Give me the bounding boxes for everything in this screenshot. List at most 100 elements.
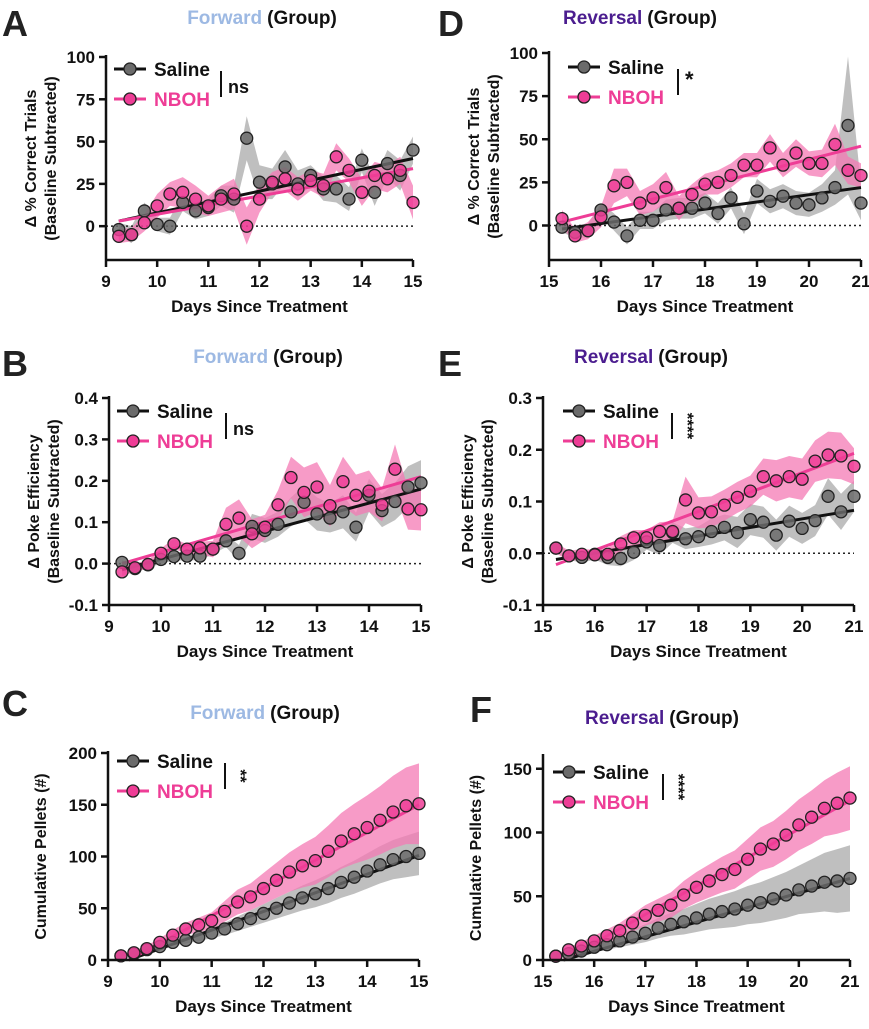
x-tick-label: 14 — [358, 972, 377, 991]
nboh-data-point — [406, 195, 420, 210]
panel-title: Forward (Group) — [190, 703, 340, 724]
nboh-data-point — [217, 904, 232, 919]
y-tick-label: 150 — [504, 760, 532, 779]
saline-data-point — [776, 189, 790, 203]
y-tick-label: 75 — [76, 90, 95, 109]
nboh-data-point — [206, 542, 220, 556]
title-condition: Forward — [190, 703, 265, 724]
x-tick-label: 21 — [841, 972, 860, 991]
nboh-data-point — [665, 524, 680, 539]
x-tick-label: 11 — [199, 272, 217, 291]
nboh-data-point — [779, 828, 793, 842]
title-condition: Reversal — [563, 8, 642, 29]
saline-data-point — [828, 180, 842, 195]
x-tick-label: 9 — [104, 617, 113, 636]
nboh-data-point — [702, 874, 716, 888]
nboh-data-point — [258, 520, 272, 534]
saline-data-point — [373, 858, 387, 872]
nboh-data-point — [711, 175, 725, 190]
saline-data-point — [854, 196, 868, 210]
nboh-data-point — [821, 448, 835, 462]
nboh-legend-marker — [126, 434, 140, 448]
nboh-data-point — [256, 881, 271, 896]
nboh-data-point — [843, 791, 857, 805]
significance-label: **** — [669, 774, 688, 801]
nboh-data-point — [763, 141, 777, 155]
x-tick-label: 11 — [203, 972, 221, 991]
nboh-data-point — [613, 924, 627, 938]
saline-data-point — [766, 892, 780, 906]
x-tick-label: 20 — [789, 972, 808, 991]
nboh-data-point — [375, 498, 389, 512]
y-tick-label: 0.2 — [74, 472, 98, 491]
nboh-data-point — [219, 517, 233, 531]
x-axis-label: Days Since Treatment — [608, 997, 785, 1016]
nboh-data-point — [308, 853, 322, 868]
saline-data-point — [821, 489, 835, 503]
y-tick-label: 0.0 — [74, 555, 98, 574]
saline-data-point — [295, 891, 310, 905]
panel-letter: D — [438, 3, 464, 44]
nboh-data-point — [638, 908, 652, 923]
saline-data-point — [685, 201, 699, 215]
saline-data-point — [192, 930, 206, 944]
saline-data-point — [847, 489, 861, 503]
saline-data-point — [711, 206, 725, 221]
nboh-data-point — [802, 156, 816, 171]
nboh-data-point — [792, 818, 806, 832]
nboh-data-point — [614, 537, 628, 551]
y-axis-label: Δ Poke Efficiency — [26, 434, 43, 568]
saline-fit-line — [118, 157, 414, 223]
x-tick-label: 17 — [636, 972, 655, 991]
title-group: (Group) — [267, 8, 337, 29]
x-tick-label: 12 — [250, 272, 269, 291]
title-group: (Group) — [669, 708, 739, 729]
saline-data-point — [342, 192, 356, 206]
nboh-data-point — [834, 449, 848, 463]
nboh-data-point — [594, 210, 608, 224]
nboh-data-point — [728, 862, 742, 877]
saline-data-point — [652, 538, 667, 553]
y-tick-label: 100 — [510, 44, 538, 63]
nboh-data-point — [282, 865, 297, 879]
nboh-data-point — [373, 813, 387, 827]
nboh-data-point — [115, 565, 129, 579]
x-axis-label: Days Since Treatment — [171, 297, 348, 316]
saline-data-point — [841, 118, 855, 133]
nboh-data-point — [841, 163, 855, 177]
x-tick-label: 20 — [800, 272, 819, 291]
saline-data-point — [804, 879, 819, 893]
x-tick-label: 21 — [852, 272, 869, 291]
nboh-legend-marker — [123, 92, 137, 106]
nboh-data-point — [808, 454, 822, 468]
saline-data-point — [620, 229, 634, 243]
x-axis-label: Days Since Treatment — [177, 642, 354, 661]
saline-data-point — [789, 196, 803, 210]
nboh-data-point — [153, 935, 167, 950]
saline-data-point — [724, 191, 738, 205]
saline-data-point — [355, 153, 369, 167]
nboh-data-point — [743, 484, 757, 498]
saline-data-point — [188, 204, 203, 218]
nboh-data-point — [750, 158, 764, 172]
nboh-data-point — [150, 199, 164, 213]
saline-data-point — [321, 881, 335, 896]
saline-data-point — [219, 534, 233, 548]
saline-legend-marker — [123, 62, 137, 76]
nboh-legend-label: NBOH — [608, 88, 664, 109]
nboh-data-point — [214, 192, 228, 206]
nboh-data-point — [672, 201, 686, 215]
panel-e: E Reversal (Group) -0.1 0.0 0.1 0.2 0.3 15 16 17 18… — [438, 343, 863, 661]
x-tick-label: 13 — [308, 617, 327, 636]
saline-sem-band — [555, 478, 854, 567]
nboh-data-point — [677, 888, 691, 902]
y-tick-label: 0 — [523, 951, 532, 970]
nboh-legend-marker — [572, 434, 586, 448]
nboh-legend-label: NBOH — [603, 432, 659, 453]
nboh-data-point — [828, 137, 842, 152]
y-axis-label: (Baseline Subtracted) — [43, 76, 60, 240]
nboh-data-point — [310, 480, 324, 494]
nboh-data-point — [795, 472, 809, 486]
nboh-legend-label: NBOH — [593, 793, 649, 814]
